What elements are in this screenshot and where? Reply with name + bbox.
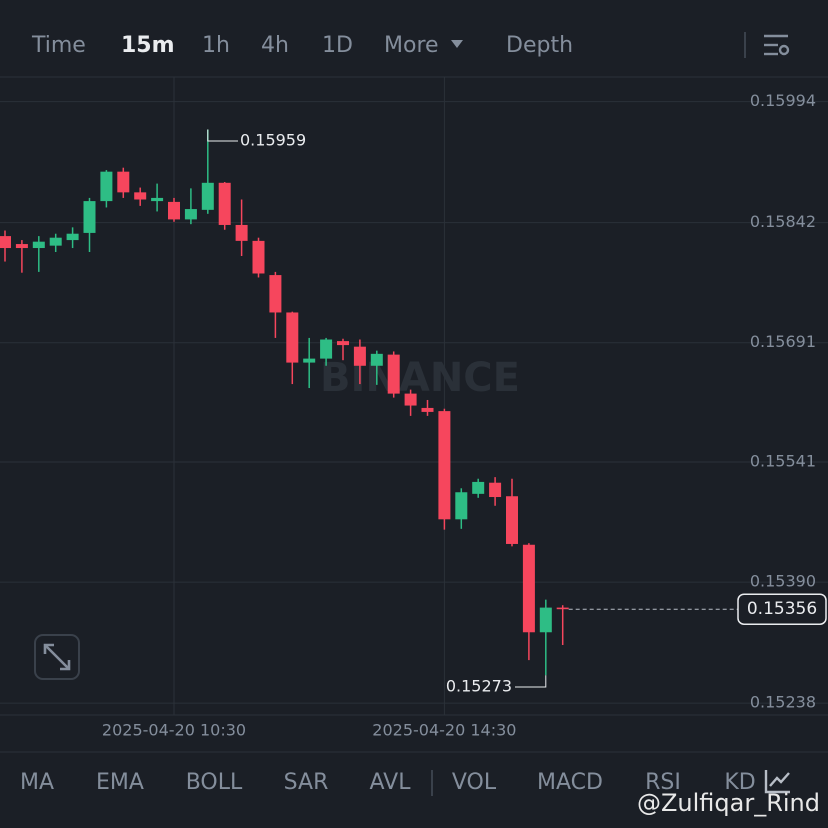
low-marker <box>515 675 547 688</box>
candle-body <box>184 209 197 220</box>
candle-body <box>83 201 96 233</box>
high-marker <box>207 129 238 142</box>
indicator-tab[interactable]: MACD <box>537 770 603 795</box>
indicator-tab[interactable]: EMA <box>96 770 144 795</box>
candle-body <box>151 197 164 202</box>
x-tick-label: 2025-04-20 14:30 <box>372 721 516 740</box>
candle-body <box>117 171 130 193</box>
timeframe-tab[interactable]: Depth <box>506 33 573 58</box>
candle-body <box>15 244 28 249</box>
indicator-tab[interactable]: VOL <box>452 770 497 795</box>
indicator-tab[interactable]: SAR <box>284 770 329 795</box>
candle-body <box>522 544 535 633</box>
candle-body <box>286 312 299 363</box>
candle-body <box>472 481 485 494</box>
high-label: 0.15959 <box>240 131 306 150</box>
current-price-box <box>737 593 827 625</box>
brand-watermark: BINANCE <box>320 355 520 401</box>
candle-body <box>539 607 552 633</box>
candle-body <box>303 358 316 363</box>
y-tick-label: 0.15390 <box>750 572 816 591</box>
candle-body <box>269 275 282 313</box>
candle-body <box>337 341 349 346</box>
drawing-icon[interactable] <box>764 770 790 794</box>
candle-body <box>32 241 45 249</box>
timeframe-tab[interactable]: 15m <box>121 33 175 58</box>
timeframe-tab[interactable]: 1h <box>202 33 230 58</box>
x-tick-label: 2025-04-20 10:30 <box>102 721 246 740</box>
candle-body <box>168 201 180 220</box>
expand-button[interactable] <box>34 634 80 680</box>
credit-watermark: @Zulfiqar_Rind <box>637 789 820 817</box>
candle-body <box>201 182 214 210</box>
candle-body <box>421 407 434 412</box>
candle-body <box>370 353 383 366</box>
indicator-tab[interactable]: KD <box>724 770 755 795</box>
candle-body <box>100 171 113 202</box>
y-tick-label: 0.15842 <box>750 212 816 231</box>
timeframe-tab[interactable]: More <box>384 33 439 58</box>
candle-body <box>235 224 248 241</box>
y-tick-label: 0.15691 <box>750 332 816 351</box>
candle-body <box>134 192 147 200</box>
timeframe-tab[interactable]: Time <box>31 33 86 58</box>
candle-body <box>438 411 451 520</box>
candle-body <box>506 496 518 544</box>
candle-body <box>0 236 11 249</box>
indicator-tab[interactable]: BOLL <box>186 770 243 795</box>
indicator-tab[interactable]: AVL <box>370 770 412 795</box>
candle-body <box>387 354 400 394</box>
timeframe-tab[interactable]: 4h <box>261 33 289 58</box>
dropdown-arrow <box>451 40 463 48</box>
candle-body <box>49 237 62 246</box>
low-label: 0.15273 <box>446 677 512 696</box>
candle-body <box>404 393 417 406</box>
indicator-tab[interactable]: RSI <box>645 770 681 795</box>
candle-body <box>320 339 333 359</box>
indicator-tab[interactable]: MA <box>20 770 54 795</box>
settings-icon[interactable] <box>764 34 790 56</box>
y-tick-label: 0.15994 <box>750 91 816 110</box>
candle-body <box>66 233 79 241</box>
candle-body <box>218 182 231 225</box>
candle-body <box>556 607 569 610</box>
candle-body <box>455 492 468 520</box>
timeframe-tab[interactable]: 1D <box>322 33 353 58</box>
y-tick-label: 0.15541 <box>750 452 816 471</box>
current-price-label: 0.15356 <box>747 599 817 619</box>
y-tick-label: 0.15238 <box>750 693 816 712</box>
candle-body <box>489 482 502 498</box>
candle-body <box>353 346 366 366</box>
candle-body <box>252 240 265 274</box>
